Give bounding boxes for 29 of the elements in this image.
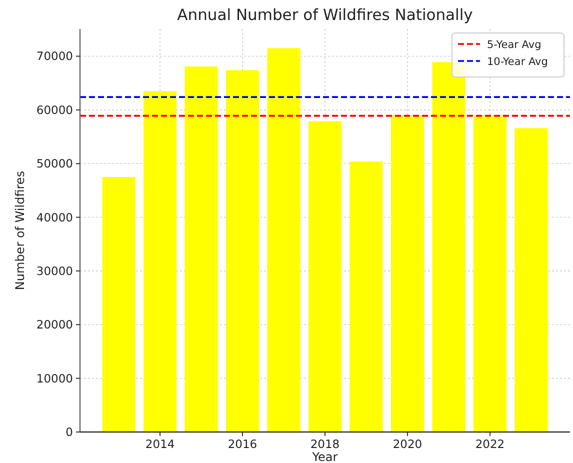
y-tick-label: 50000 bbox=[36, 156, 73, 171]
x-tick-label: 2014 bbox=[145, 437, 175, 451]
y-tick-label: 10000 bbox=[36, 371, 73, 386]
x-tick-label: 2018 bbox=[310, 437, 340, 451]
chart-title: Annual Number of Wildfires Nationally bbox=[177, 6, 473, 24]
y-axis-title: Number of Wildfires bbox=[13, 170, 27, 290]
bar bbox=[473, 116, 506, 432]
bar bbox=[432, 62, 466, 432]
bar bbox=[308, 121, 342, 432]
y-tick-label: 0 bbox=[66, 425, 73, 439]
x-tick-label: 2020 bbox=[392, 437, 422, 451]
legend-label: 5-Year Avg bbox=[487, 39, 542, 51]
bar bbox=[267, 48, 300, 432]
y-tick-label: 30000 bbox=[36, 264, 73, 278]
y-tick-label: 70000 bbox=[36, 49, 73, 64]
bar bbox=[184, 66, 218, 432]
y-tick-label: 40000 bbox=[36, 210, 73, 224]
bar bbox=[350, 161, 383, 432]
bar bbox=[390, 116, 424, 432]
bar bbox=[144, 91, 177, 432]
y-tick-label: 20000 bbox=[36, 318, 73, 332]
bar bbox=[514, 128, 548, 432]
x-tick-label: 2022 bbox=[475, 437, 505, 451]
x-axis-title: Year bbox=[311, 450, 338, 463]
bar bbox=[102, 177, 136, 432]
y-tick-label: 60000 bbox=[36, 102, 73, 117]
x-tick-label: 2016 bbox=[228, 437, 258, 451]
legend-label: 10-Year Avg bbox=[487, 56, 548, 68]
bar bbox=[226, 70, 260, 432]
